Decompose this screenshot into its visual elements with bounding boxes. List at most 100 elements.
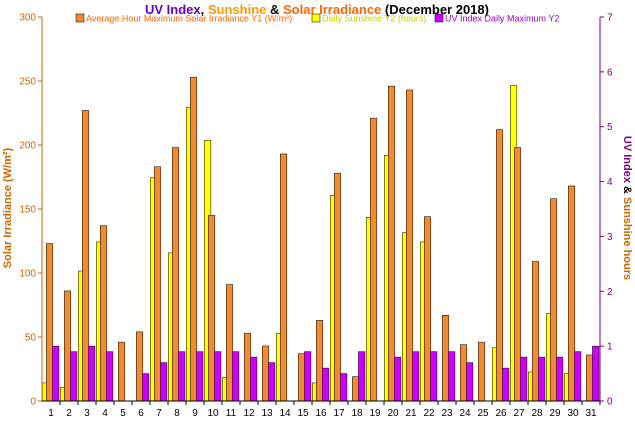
irradiance-bar-4 [100, 225, 108, 402]
x-tick-label-28: 28 [531, 408, 543, 419]
uv-bar-21 [412, 351, 420, 402]
uv-bar-24 [466, 362, 474, 402]
uv-bar-1 [52, 345, 60, 402]
x-tick-label-19: 19 [369, 408, 381, 419]
left-tick-label-300: 300 [19, 13, 36, 24]
title-uv-index: UV Index [145, 2, 201, 17]
title-sep-2: & [266, 2, 283, 17]
right-tick-label-5: 5 [607, 122, 613, 133]
title-sep-1: , [201, 2, 208, 17]
legend-swatch-uv [434, 13, 444, 23]
legend-label-uv: UV Index Daily Maximum Y2 [445, 14, 559, 24]
irradiance-bar-13 [262, 345, 270, 402]
irradiance-bar-3 [82, 110, 90, 402]
irradiance-bar-11 [226, 284, 234, 402]
irradiance-bar-27 [514, 147, 522, 402]
irradiance-bar-18 [352, 376, 360, 402]
right-tick-label-2: 2 [607, 287, 613, 298]
irradiance-bar-10 [208, 215, 216, 402]
x-tick-label-3: 3 [84, 408, 90, 419]
x-tick-label-22: 22 [423, 408, 435, 419]
irradiance-bar-14 [280, 153, 288, 402]
right-tick-label-3: 3 [607, 232, 613, 243]
right-tick-label-6: 6 [607, 67, 613, 78]
irradiance-bar-28 [532, 261, 540, 402]
uv-bar-20 [394, 356, 402, 402]
legend: Average Hour Maximum Solar Irradiance Y1… [75, 13, 559, 24]
x-tick-label-14: 14 [279, 408, 291, 419]
uv-bar-2 [70, 351, 78, 402]
irradiance-bar-5 [118, 341, 126, 402]
uv-bar-10 [214, 351, 222, 402]
uv-bar-16 [322, 367, 330, 402]
title-solar-irradiance: Solar Irradiance [283, 2, 381, 17]
uv-bar-26 [502, 367, 510, 402]
right-tick-label-1: 1 [607, 342, 613, 353]
x-tick-label-20: 20 [387, 408, 399, 419]
irradiance-bar-23 [442, 314, 450, 402]
x-tick-label-12: 12 [243, 408, 255, 419]
left-axis-label: Solar Irradiance (W/m²) [2, 147, 14, 268]
x-tick-label-23: 23 [441, 408, 453, 419]
x-tick-label-2: 2 [66, 408, 72, 419]
x-tick-label-13: 13 [261, 408, 273, 419]
legend-swatch-sunshine [311, 13, 321, 23]
x-tick-label-25: 25 [477, 408, 489, 419]
right-axis-label-sunshine: Sunshine hours [621, 197, 633, 280]
uv-bar-18 [358, 351, 366, 402]
uv-bar-4 [106, 351, 114, 402]
irradiance-bar-21 [406, 89, 414, 402]
irradiance-bar-17 [334, 172, 342, 402]
legend-label-irradiance: Average Hour Maximum Solar Irradiance Y1… [86, 14, 292, 24]
title-sunshine: Sunshine [208, 2, 267, 17]
irradiance-bar-16 [316, 320, 324, 402]
x-tick-label-11: 11 [226, 408, 237, 419]
x-tick-label-21: 21 [405, 408, 417, 419]
left-tick-label-150: 150 [19, 205, 36, 216]
x-tick-label-4: 4 [102, 408, 108, 419]
chart-title: UV Index, Sunshine & Solar Irradiance (D… [145, 2, 489, 17]
x-tick-label-6: 6 [138, 408, 144, 419]
x-tick-label-9: 9 [192, 408, 198, 419]
uv-bar-13 [268, 362, 276, 402]
uv-bar-11 [232, 351, 240, 402]
uv-bar-27 [520, 356, 528, 402]
x-tick-label-15: 15 [297, 408, 309, 419]
irradiance-bar-25 [478, 341, 486, 402]
irradiance-bar-2 [64, 290, 72, 402]
uv-bar-28 [538, 356, 546, 402]
x-tick-label-24: 24 [459, 408, 471, 419]
uv-bar-30 [574, 351, 582, 402]
x-tick-label-18: 18 [351, 408, 363, 419]
x-tick-label-26: 26 [495, 408, 507, 419]
uv-bar-29 [556, 356, 564, 402]
left-tick-label-100: 100 [19, 269, 36, 280]
x-tick-label-30: 30 [567, 408, 579, 419]
x-tick-label-5: 5 [120, 408, 126, 419]
uv-bar-9 [196, 351, 204, 402]
irradiance-bar-8 [172, 147, 180, 402]
left-tick-label-250: 250 [19, 77, 36, 88]
uv-bar-17 [340, 373, 348, 402]
x-tick-label-8: 8 [174, 408, 180, 419]
uv-bar-7 [160, 362, 168, 402]
uv-bar-22 [430, 351, 438, 402]
irradiance-bar-26 [496, 129, 504, 402]
title-period: (December 2018) [381, 2, 489, 17]
right-tick-label-7: 7 [607, 13, 613, 24]
right-axis-label-uv: UV Index [621, 136, 633, 184]
x-tick-label-31: 31 [585, 408, 597, 419]
irradiance-bar-7 [154, 166, 162, 402]
irradiance-bar-15 [298, 353, 306, 402]
uv-bar-3 [88, 345, 96, 402]
uv-bar-23 [448, 351, 456, 402]
legend-swatch-irradiance [75, 13, 85, 23]
x-tick-label-1: 1 [48, 408, 54, 419]
irradiance-bar-29 [550, 198, 558, 402]
x-tick-label-29: 29 [549, 408, 561, 419]
left-tick-label-200: 200 [19, 141, 36, 152]
uv-bar-8 [178, 351, 186, 402]
right-tick-label-0: 0 [607, 397, 613, 408]
irradiance-bar-12 [244, 332, 252, 402]
